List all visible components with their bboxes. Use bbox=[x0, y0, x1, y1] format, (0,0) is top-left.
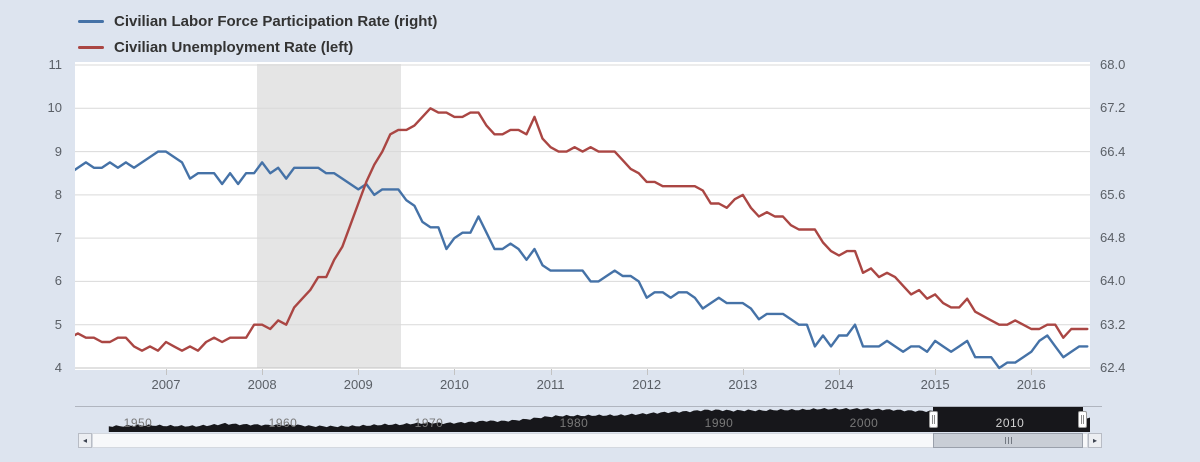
navigator-decade-label: 1950 bbox=[123, 416, 153, 430]
x-axis-tick-label: 2015 bbox=[920, 377, 950, 392]
x-axis-tick bbox=[838, 369, 840, 375]
navigator-selected-range[interactable] bbox=[933, 407, 1083, 432]
x-axis-tick bbox=[358, 369, 360, 375]
series-line-swatch-icon bbox=[78, 45, 104, 49]
x-axis-tick bbox=[742, 369, 744, 375]
x-axis-tick-label: 2016 bbox=[1016, 377, 1046, 392]
x-axis-tick bbox=[646, 369, 648, 375]
x-axis-tick bbox=[262, 369, 264, 375]
series-line bbox=[75, 150, 1089, 370]
left-axis-tick-label: 10 bbox=[47, 100, 62, 116]
x-axis-tick bbox=[935, 369, 937, 375]
right-axis-tick-label: 65.6 bbox=[1100, 186, 1126, 202]
left-arrow-icon: ◂ bbox=[82, 435, 87, 445]
scrollbar-track[interactable] bbox=[92, 433, 1088, 448]
legend-item-participation-rate[interactable]: Civilian Labor Force Participation Rate … bbox=[78, 8, 437, 34]
left-axis-tick-label: 6 bbox=[54, 273, 62, 289]
right-axis-tick-label: 67.2 bbox=[1100, 100, 1126, 116]
x-axis-tick-label: 2010 bbox=[439, 377, 469, 392]
navigator-decade-label: 1970 bbox=[414, 416, 444, 430]
x-axis-tick bbox=[454, 369, 456, 375]
series-line-swatch-icon bbox=[78, 19, 104, 23]
left-axis-tick-label: 5 bbox=[54, 316, 62, 332]
right-arrow-icon: ▸ bbox=[1092, 435, 1097, 445]
x-axis-tick bbox=[550, 369, 552, 375]
right-axis-tick-label: 66.4 bbox=[1100, 143, 1126, 159]
scrollbar-thumb[interactable] bbox=[933, 433, 1083, 448]
scrollbar-left-arrow-button[interactable]: ◂ bbox=[78, 433, 92, 448]
legend-label-unemployment-rate: Civilian Unemployment Rate (left) bbox=[114, 38, 354, 56]
navigator-mini-chart[interactable] bbox=[75, 407, 1090, 432]
recession-band bbox=[257, 64, 401, 368]
right-axis-tick-label: 63.2 bbox=[1100, 316, 1126, 332]
navigator-area-series bbox=[108, 408, 1090, 432]
navigator-left-handle-icon[interactable] bbox=[929, 411, 938, 428]
navigator-right-handle-icon[interactable] bbox=[1078, 411, 1087, 428]
x-axis-tick bbox=[1031, 369, 1033, 375]
legend: Civilian Labor Force Participation Rate … bbox=[78, 8, 437, 60]
x-axis-tick-label: 2009 bbox=[343, 377, 373, 392]
x-axis-tick-label: 2007 bbox=[151, 377, 181, 392]
x-axis-tick-label: 2008 bbox=[247, 377, 277, 392]
navigator-decade-label: 2010 bbox=[995, 416, 1025, 430]
left-axis-tick-label: 9 bbox=[54, 143, 62, 159]
left-axis-tick-label: 11 bbox=[48, 57, 63, 72]
right-axis-tick-label: 62.4 bbox=[1100, 360, 1126, 375]
navigator-decade-label: 1960 bbox=[268, 416, 298, 430]
legend-label-participation-rate: Civilian Labor Force Participation Rate … bbox=[114, 12, 438, 30]
right-axis-tick-label: 68.0 bbox=[1100, 57, 1126, 72]
right-axis-tick-label: 64.0 bbox=[1100, 273, 1126, 289]
x-axis-tick-label: 2012 bbox=[632, 377, 662, 392]
navigator-decade-label: 1990 bbox=[704, 416, 734, 430]
navigator-top-border bbox=[75, 406, 1102, 407]
left-axis-tick-label: 7 bbox=[54, 230, 62, 246]
navigator-decade-label: 1980 bbox=[559, 416, 589, 430]
thumb-grip-icon bbox=[1004, 437, 1006, 444]
x-axis-tick bbox=[166, 369, 167, 375]
plot-area[interactable] bbox=[75, 62, 1090, 370]
x-axis-tick-label: 2011 bbox=[536, 377, 565, 392]
x-axis-tick-label: 2014 bbox=[824, 377, 854, 392]
left-axis-tick-label: 8 bbox=[54, 186, 62, 202]
navigator-decade-label: 2000 bbox=[849, 416, 879, 430]
series-lines bbox=[75, 107, 1089, 370]
x-axis-tick-label: 2013 bbox=[728, 377, 758, 392]
left-axis-tick-label: 4 bbox=[54, 360, 62, 375]
legend-item-unemployment-rate[interactable]: Civilian Unemployment Rate (left) bbox=[78, 34, 437, 60]
series-line bbox=[75, 107, 1089, 352]
scrollbar-right-arrow-button[interactable]: ▸ bbox=[1088, 433, 1102, 448]
right-axis-tick-label: 64.8 bbox=[1100, 230, 1126, 246]
navigator-scrollbar: ◂ ▸ bbox=[78, 433, 1102, 448]
